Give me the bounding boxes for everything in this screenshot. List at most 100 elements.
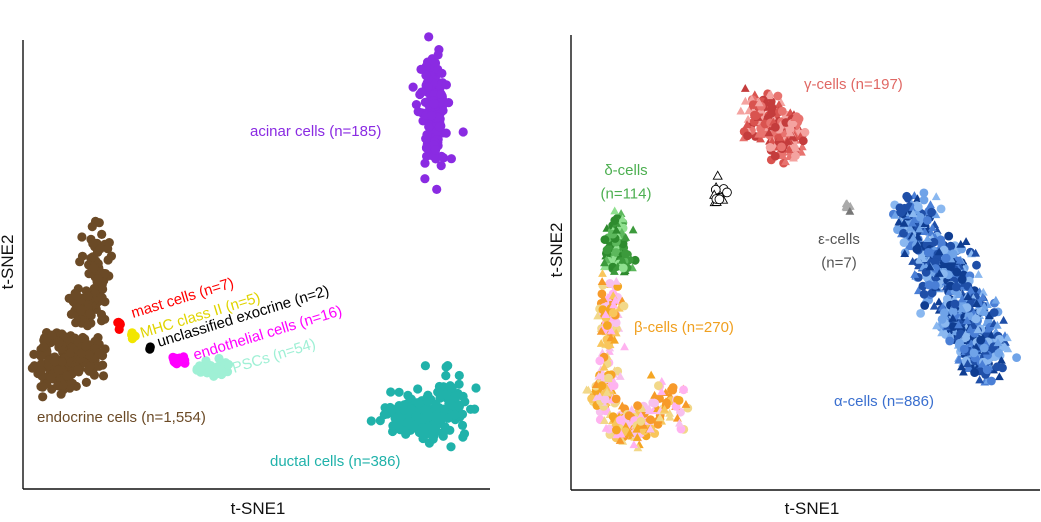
data-point — [422, 151, 432, 161]
data-point — [596, 326, 606, 335]
data-point — [987, 376, 996, 386]
data-point — [471, 383, 481, 393]
data-point — [601, 423, 611, 432]
data-point — [405, 420, 415, 430]
data-point — [845, 206, 855, 215]
data-point — [430, 423, 440, 434]
data-point — [394, 387, 404, 397]
data-point — [962, 316, 972, 325]
data-point — [611, 276, 621, 285]
data-point — [97, 293, 107, 303]
data-point — [714, 194, 725, 205]
left-x-axis-title: t-SNE1 — [231, 499, 286, 518]
data-point — [916, 309, 925, 318]
data-point — [223, 359, 234, 370]
data-point — [614, 303, 624, 312]
data-point — [951, 282, 961, 292]
data-point — [650, 398, 660, 408]
data-point — [597, 370, 607, 379]
data-point — [595, 356, 605, 366]
data-point — [966, 285, 976, 294]
data-point — [948, 313, 958, 322]
data-point — [791, 143, 801, 152]
data-point — [931, 192, 941, 201]
data-point — [899, 218, 909, 227]
data-point — [470, 404, 480, 414]
data-point — [196, 362, 206, 373]
data-point — [983, 324, 993, 333]
data-point — [754, 129, 764, 138]
data-point — [959, 264, 969, 273]
data-point — [783, 137, 793, 145]
data-point — [959, 367, 968, 376]
data-point — [742, 120, 752, 129]
data-point — [600, 258, 609, 267]
data-point — [457, 409, 468, 419]
data-point — [80, 334, 90, 344]
label-delta-cells: δ-cells (n=114) — [600, 162, 651, 202]
data-point — [76, 348, 87, 359]
data-point — [84, 349, 94, 360]
data-point — [170, 354, 180, 364]
data-point — [617, 255, 627, 264]
data-point — [403, 390, 413, 400]
data-point — [636, 416, 646, 426]
data-point — [740, 84, 750, 92]
data-point — [29, 349, 39, 359]
data-point — [961, 330, 970, 338]
left-y-axis-title: t-SNE2 — [0, 235, 17, 290]
data-point — [414, 427, 424, 438]
data-point — [422, 130, 432, 140]
data-point — [900, 249, 910, 258]
data-point — [83, 291, 93, 301]
cluster-endocrine — [27, 216, 116, 402]
data-point — [982, 365, 992, 375]
data-point — [926, 200, 935, 209]
data-point — [934, 269, 944, 277]
data-point — [937, 315, 947, 324]
data-point — [923, 234, 932, 242]
data-point — [949, 322, 958, 331]
data-point — [921, 295, 930, 304]
data-point — [436, 89, 446, 99]
data-point — [431, 145, 441, 155]
data-point — [931, 264, 940, 273]
data-point — [97, 229, 107, 239]
data-point — [948, 307, 958, 316]
data-point — [787, 119, 797, 128]
data-point — [998, 363, 1007, 373]
cluster-cells — [736, 84, 810, 168]
data-point — [974, 270, 983, 278]
data-point — [970, 368, 979, 377]
data-point — [606, 326, 616, 335]
data-point — [113, 318, 123, 328]
data-point — [445, 381, 455, 391]
data-point — [73, 365, 83, 375]
data-point — [441, 371, 451, 381]
data-point — [950, 299, 960, 309]
data-point — [408, 82, 418, 92]
data-point — [437, 68, 447, 78]
data-point — [919, 188, 929, 198]
data-point — [894, 217, 904, 226]
data-point — [681, 400, 691, 408]
cluster-cells — [841, 199, 855, 215]
data-point — [986, 330, 996, 339]
data-point — [609, 300, 619, 309]
data-point — [1012, 353, 1021, 362]
data-point — [36, 366, 46, 376]
data-point — [995, 372, 1004, 381]
data-point — [593, 311, 603, 320]
data-point — [915, 224, 924, 233]
data-point — [648, 406, 658, 415]
data-point — [602, 387, 612, 396]
data-point — [38, 342, 49, 352]
data-point — [679, 385, 688, 395]
data-point — [632, 433, 642, 441]
data-point — [908, 257, 918, 265]
data-point — [54, 337, 64, 348]
data-point — [976, 335, 986, 345]
data-point — [433, 50, 443, 60]
data-point — [957, 304, 967, 313]
data-point — [926, 228, 936, 237]
